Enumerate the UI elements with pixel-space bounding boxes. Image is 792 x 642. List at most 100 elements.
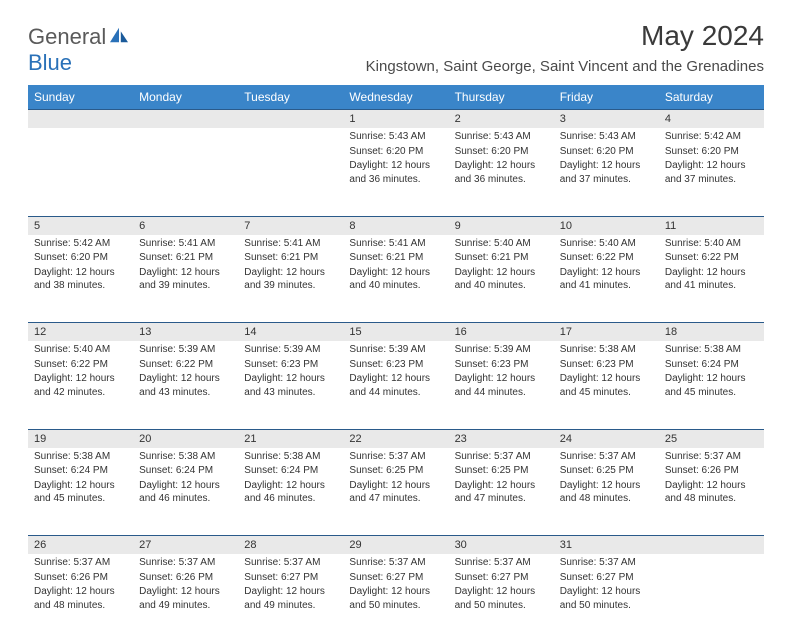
- daylight-text: Daylight: 12 hours and 41 minutes.: [560, 266, 653, 293]
- sunrise-text: Sunrise: 5:37 AM: [349, 556, 442, 570]
- sunset-text: Sunset: 6:24 PM: [665, 358, 758, 372]
- daylight-text: Daylight: 12 hours and 43 minutes.: [244, 372, 337, 399]
- day-header-row: SundayMondayTuesdayWednesdayThursdayFrid…: [28, 85, 764, 110]
- week-number-row: 12131415161718: [28, 323, 764, 342]
- daylight-text: Daylight: 12 hours and 40 minutes.: [455, 266, 548, 293]
- daylight-text: Daylight: 12 hours and 40 minutes.: [349, 266, 442, 293]
- daylight-text: Daylight: 12 hours and 43 minutes.: [139, 372, 232, 399]
- sunrise-text: Sunrise: 5:37 AM: [560, 556, 653, 570]
- sunrise-text: Sunrise: 5:43 AM: [560, 130, 653, 144]
- logo-sail-icon: [108, 26, 130, 44]
- day-cell: Sunrise: 5:42 AMSunset: 6:20 PMDaylight:…: [659, 128, 764, 216]
- day-cell: Sunrise: 5:37 AMSunset: 6:25 PMDaylight:…: [554, 448, 659, 536]
- daylight-text: Daylight: 12 hours and 50 minutes.: [455, 585, 548, 612]
- day-cell: Sunrise: 5:37 AMSunset: 6:27 PMDaylight:…: [554, 554, 659, 642]
- sunset-text: Sunset: 6:25 PM: [349, 464, 442, 478]
- sunrise-text: Sunrise: 5:37 AM: [455, 450, 548, 464]
- day-number-cell: 3: [554, 110, 659, 129]
- day-number-cell: 13: [133, 323, 238, 342]
- day-cell: Sunrise: 5:37 AMSunset: 6:27 PMDaylight:…: [343, 554, 448, 642]
- daylight-text: Daylight: 12 hours and 37 minutes.: [560, 159, 653, 186]
- day-number-cell: 12: [28, 323, 133, 342]
- sunrise-text: Sunrise: 5:41 AM: [244, 237, 337, 251]
- sunset-text: Sunset: 6:27 PM: [244, 571, 337, 585]
- daylight-text: Daylight: 12 hours and 50 minutes.: [349, 585, 442, 612]
- daylight-text: Daylight: 12 hours and 48 minutes.: [34, 585, 127, 612]
- sunset-text: Sunset: 6:23 PM: [560, 358, 653, 372]
- sunset-text: Sunset: 6:20 PM: [349, 145, 442, 159]
- day-header-monday: Monday: [133, 85, 238, 110]
- sunrise-text: Sunrise: 5:42 AM: [34, 237, 127, 251]
- day-number-cell: 5: [28, 216, 133, 235]
- day-cell: Sunrise: 5:43 AMSunset: 6:20 PMDaylight:…: [343, 128, 448, 216]
- sunrise-text: Sunrise: 5:39 AM: [139, 343, 232, 357]
- sunrise-text: Sunrise: 5:39 AM: [244, 343, 337, 357]
- day-number-cell: 21: [238, 429, 343, 448]
- title-block: May 2024 Kingstown, Saint George, Saint …: [366, 20, 764, 81]
- sunrise-text: Sunrise: 5:37 AM: [34, 556, 127, 570]
- sunset-text: Sunset: 6:23 PM: [349, 358, 442, 372]
- sunset-text: Sunset: 6:22 PM: [665, 251, 758, 265]
- day-number-cell: 11: [659, 216, 764, 235]
- day-cell: Sunrise: 5:39 AMSunset: 6:23 PMDaylight:…: [343, 341, 448, 429]
- day-number-cell: 16: [449, 323, 554, 342]
- logo: General Blue: [28, 20, 130, 76]
- daylight-text: Daylight: 12 hours and 48 minutes.: [560, 479, 653, 506]
- sunset-text: Sunset: 6:20 PM: [560, 145, 653, 159]
- sunset-text: Sunset: 6:27 PM: [349, 571, 442, 585]
- day-header-wednesday: Wednesday: [343, 85, 448, 110]
- daylight-text: Daylight: 12 hours and 45 minutes.: [560, 372, 653, 399]
- day-cell: [28, 128, 133, 216]
- day-header-thursday: Thursday: [449, 85, 554, 110]
- sunrise-text: Sunrise: 5:37 AM: [665, 450, 758, 464]
- week-number-row: 567891011: [28, 216, 764, 235]
- sunrise-text: Sunrise: 5:38 AM: [34, 450, 127, 464]
- sunset-text: Sunset: 6:25 PM: [560, 464, 653, 478]
- sunset-text: Sunset: 6:24 PM: [34, 464, 127, 478]
- sunset-text: Sunset: 6:24 PM: [244, 464, 337, 478]
- day-cell: Sunrise: 5:37 AMSunset: 6:27 PMDaylight:…: [449, 554, 554, 642]
- day-cell: Sunrise: 5:40 AMSunset: 6:22 PMDaylight:…: [554, 235, 659, 323]
- sunrise-text: Sunrise: 5:40 AM: [455, 237, 548, 251]
- day-cell: Sunrise: 5:38 AMSunset: 6:23 PMDaylight:…: [554, 341, 659, 429]
- day-number-cell: 20: [133, 429, 238, 448]
- day-number-cell: 9: [449, 216, 554, 235]
- day-cell: Sunrise: 5:38 AMSunset: 6:24 PMDaylight:…: [238, 448, 343, 536]
- sunset-text: Sunset: 6:22 PM: [34, 358, 127, 372]
- sunrise-text: Sunrise: 5:43 AM: [349, 130, 442, 144]
- week-content-row: Sunrise: 5:37 AM Sunset: 6:26 PM Daylight:…: [28, 554, 764, 642]
- week-number-row: 19202122232425: [28, 429, 764, 448]
- day-header-sunday: Sunday: [28, 85, 133, 110]
- day-cell: Sunrise: 5:41 AMSunset: 6:21 PMDaylight:…: [238, 235, 343, 323]
- day-cell: Sunrise: 5:37 AMSunset: 6:26 PMDaylight:…: [133, 554, 238, 642]
- sunset-text: Sunset: 6:21 PM: [349, 251, 442, 265]
- daylight-text: Daylight: 12 hours and 39 minutes.: [139, 266, 232, 293]
- day-cell: Sunrise: 5:39 AMSunset: 6:23 PMDaylight:…: [449, 341, 554, 429]
- calendar-table: SundayMondayTuesdayWednesdayThursdayFrid…: [28, 85, 764, 642]
- sunset-text: Sunset: 6:26 PM: [665, 464, 758, 478]
- week-content-row: Sunrise: 5:38 AMSunset: 6:24 PMDaylight:…: [28, 448, 764, 536]
- sunset-text: Sunset: 6:22 PM: [560, 251, 653, 265]
- day-number-cell: [659, 536, 764, 555]
- daylight-text: Daylight: 12 hours and 37 minutes.: [665, 159, 758, 186]
- sunset-text: Sunset: 6:21 PM: [455, 251, 548, 265]
- day-number-cell: 8: [343, 216, 448, 235]
- week-number-row: 1234: [28, 110, 764, 129]
- sunrise-text: Sunrise: 5:40 AM: [560, 237, 653, 251]
- sunrise-text: Sunrise: 5:43 AM: [455, 130, 548, 144]
- sunrise-text: Sunrise: 5:37 AM: [244, 556, 337, 570]
- logo-text-general: General: [28, 24, 106, 49]
- day-cell: Sunrise: 5:43 AMSunset: 6:20 PMDaylight:…: [554, 128, 659, 216]
- sunrise-text: Sunrise: 5:37 AM: [455, 556, 548, 570]
- day-number-cell: 15: [343, 323, 448, 342]
- sunset-text: Sunset: 6:26 PM: [139, 571, 232, 585]
- sunset-text: Sunset: 6:23 PM: [244, 358, 337, 372]
- daylight-text: Daylight: 12 hours and 46 minutes.: [139, 479, 232, 506]
- day-cell: [238, 128, 343, 216]
- week-content-row: Sunrise: 5:43 AMSunset: 6:20 PMDaylight:…: [28, 128, 764, 216]
- sunrise-text: Sunrise: 5:41 AM: [139, 237, 232, 251]
- day-number-cell: 28: [238, 536, 343, 555]
- day-cell: [133, 128, 238, 216]
- day-cell: Sunrise: 5:41 AMSunset: 6:21 PMDaylight:…: [343, 235, 448, 323]
- week-content-row: Sunrise: 5:42 AMSunset: 6:20 PMDaylight:…: [28, 235, 764, 323]
